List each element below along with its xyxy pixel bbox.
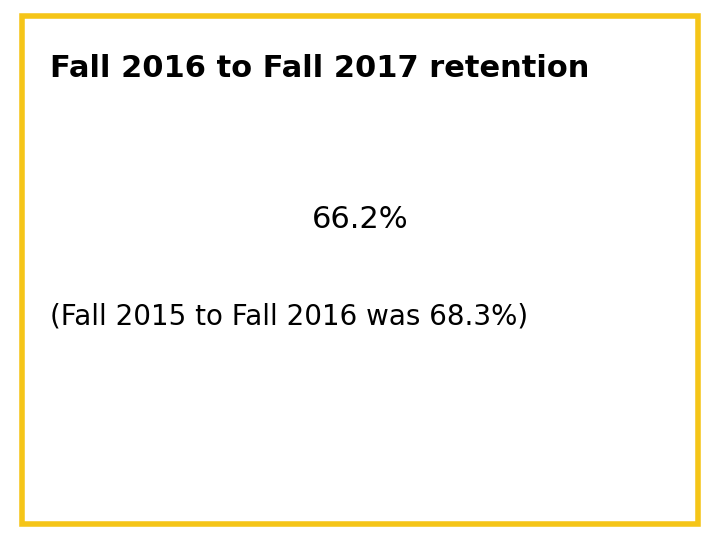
Text: Fall 2016 to Fall 2017 retention: Fall 2016 to Fall 2017 retention [50, 54, 590, 83]
Text: 66.2%: 66.2% [312, 205, 408, 234]
Text: (Fall 2015 to Fall 2016 was 68.3%): (Fall 2015 to Fall 2016 was 68.3%) [50, 302, 528, 330]
